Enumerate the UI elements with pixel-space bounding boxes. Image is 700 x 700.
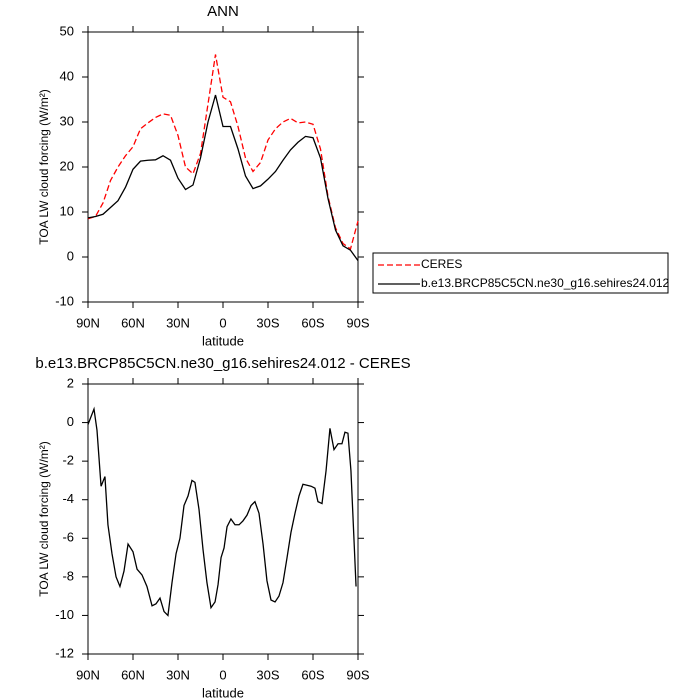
x-tick-label: 30S (256, 667, 279, 682)
x-tick-label: 30N (166, 667, 190, 682)
legend-label: CERES (421, 257, 462, 271)
y-axis-label: TOA LW cloud forcing (W/m²) (37, 89, 51, 245)
x-tick-label: 90N (76, 315, 100, 330)
chart-title: ANN (207, 3, 239, 20)
y-tick-label: 40 (60, 68, 74, 83)
x-axis-label: latitude (202, 333, 244, 348)
y-tick-label: 50 (60, 23, 74, 38)
legend-label: b.e13.BRCP85C5CN.ne30_g16.sehires24.012 (421, 276, 669, 290)
legend-box (372, 252, 669, 294)
x-tick-label: 60N (121, 667, 145, 682)
chart-title: b.e13.BRCP85C5CN.ne30_g16.sehires24.012 … (35, 355, 410, 372)
y-tick-label: -10 (55, 293, 74, 308)
data-line (87, 406, 357, 617)
x-tick-label: 60N (121, 315, 145, 330)
y-axis-label: TOA LW cloud forcing (W/m²) (37, 441, 51, 597)
x-tick-label: 60S (301, 315, 324, 330)
x-tick-label: 0 (219, 315, 226, 330)
y-tick-label: -8 (62, 568, 74, 583)
y-tick-label: 0 (67, 414, 74, 429)
x-tick-label: 30N (166, 315, 190, 330)
data-line (87, 94, 359, 261)
x-tick-label: 90S (346, 667, 369, 682)
x-tick-label: 90S (346, 315, 369, 330)
y-tick-label: 20 (60, 158, 74, 173)
y-tick-label: -6 (62, 530, 74, 545)
y-tick-label: 0 (67, 248, 74, 263)
x-tick-label: 90N (76, 667, 100, 682)
y-tick-label: -4 (62, 491, 74, 506)
y-tick-label: 10 (60, 203, 74, 218)
x-tick-label: 60S (301, 667, 324, 682)
y-tick-label: -10 (55, 607, 74, 622)
x-tick-label: 0 (219, 667, 226, 682)
y-tick-label: -12 (55, 645, 74, 660)
plot-frame (87, 31, 359, 303)
data-line (87, 54, 359, 250)
y-tick-label: -2 (62, 453, 74, 468)
x-axis-label: latitude (202, 685, 244, 700)
y-tick-label: 2 (67, 375, 74, 390)
plot-frame (87, 383, 359, 655)
x-tick-label: 30S (256, 315, 279, 330)
y-tick-label: 30 (60, 113, 74, 128)
